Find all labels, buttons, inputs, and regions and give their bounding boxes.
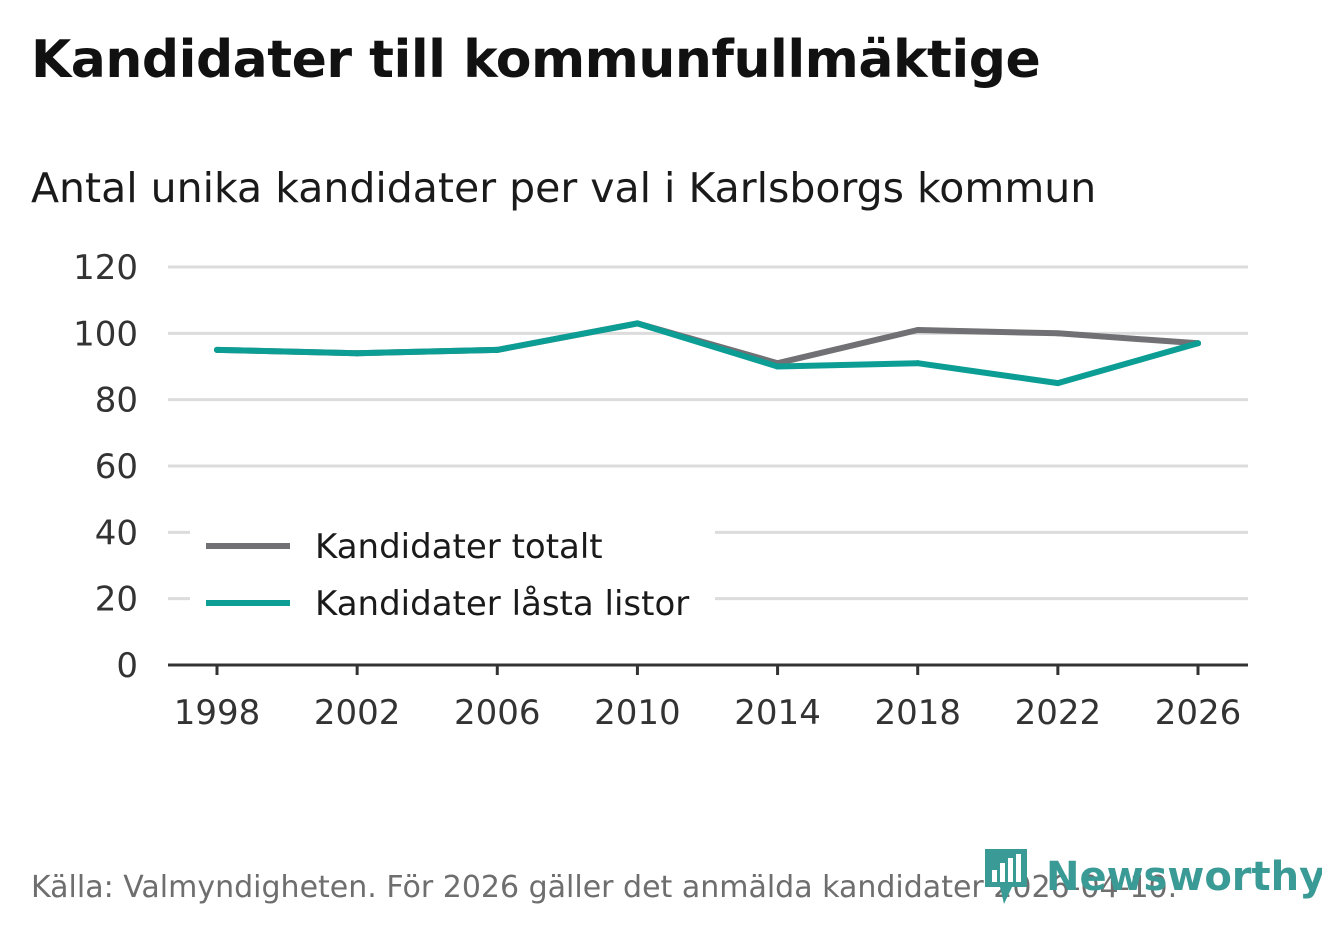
y-tick-label: 20 <box>95 580 138 620</box>
data-point <box>914 360 921 367</box>
y-tick-label: 120 <box>73 248 138 288</box>
data-point <box>1054 380 1061 387</box>
legend-label: Kandidater totalt <box>315 527 603 567</box>
data-point <box>1195 340 1201 347</box>
series-line-2 <box>214 320 1201 387</box>
legend-box <box>190 520 715 640</box>
y-tick-label: 80 <box>95 381 138 421</box>
bar-chart-pin-icon <box>985 849 1027 904</box>
newsworthy-logo: Newsworthy <box>982 846 1322 908</box>
y-tick-label: 40 <box>95 513 138 553</box>
legend-label: Kandidater låsta listor <box>315 584 689 624</box>
data-point <box>214 346 220 353</box>
y-tick-label: 60 <box>95 447 138 487</box>
chart-title: Kandidater till kommunfullmäktige <box>31 30 1041 90</box>
x-tick-label: 2022 <box>1015 693 1102 733</box>
y-tick-label: 0 <box>116 646 138 686</box>
x-tick-label: 1998 <box>174 693 261 733</box>
y-tick-label: 100 <box>73 314 138 354</box>
brand-name: Newsworthy <box>1046 854 1322 900</box>
data-point <box>634 320 641 327</box>
chart-subtitle: Antal unika kandidater per val i Karlsbo… <box>31 164 1097 212</box>
data-point <box>494 346 501 353</box>
data-point <box>914 327 921 334</box>
data-point <box>1054 330 1061 337</box>
x-tick-label: 2002 <box>314 693 401 733</box>
x-tick-label: 2014 <box>734 693 821 733</box>
data-point <box>774 363 781 370</box>
data-point <box>354 350 361 357</box>
x-tick-label: 2026 <box>1155 693 1242 733</box>
x-tick-label: 2006 <box>454 693 541 733</box>
x-tick-label: 2018 <box>874 693 961 733</box>
x-tick-label: 2010 <box>594 693 681 733</box>
